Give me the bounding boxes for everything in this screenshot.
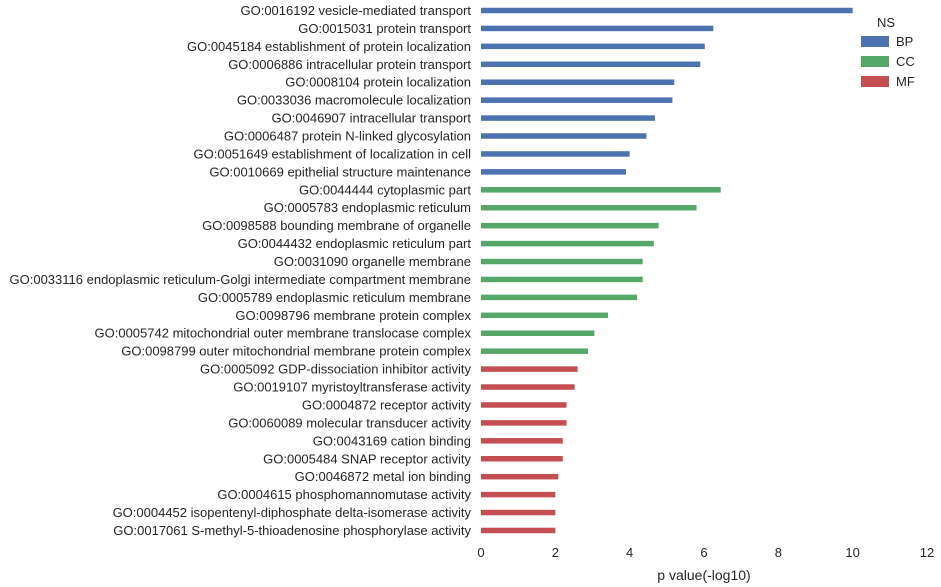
legend-label: MF — [896, 74, 915, 89]
category-label: GO:0033036 macromolecule localization — [237, 93, 471, 108]
bar — [481, 420, 567, 426]
category-label: GO:0098796 membrane protein complex — [235, 308, 471, 323]
category-label: GO:0004872 receptor activity — [302, 397, 472, 412]
category-label: GO:0005092 GDP-dissociation inhibitor ac… — [200, 362, 471, 377]
bar — [481, 527, 556, 534]
category-label: GO:0046907 intracellular transport — [272, 111, 472, 126]
bar — [481, 366, 578, 372]
category-label: GO:0098588 bounding membrane of organell… — [202, 218, 471, 233]
bar — [481, 61, 701, 68]
bar — [481, 276, 643, 283]
x-tick-label: 8 — [775, 545, 782, 560]
category-label: GO:0043169 cation binding — [313, 433, 471, 448]
legend-swatch — [861, 36, 889, 47]
bar — [481, 25, 714, 32]
category-label: GO:0098799 outer mitochondrial membrane … — [121, 344, 471, 359]
bar — [481, 97, 673, 103]
category-label: GO:0015031 protein transport — [298, 21, 471, 36]
bar — [481, 258, 643, 265]
category-label: GO:0004615 phosphomannomutase activity — [217, 487, 471, 502]
category-label: GO:0051649 establishment of localization… — [194, 146, 472, 161]
bar — [481, 294, 638, 301]
bar — [481, 491, 556, 498]
bar — [481, 43, 705, 50]
x-axis: 0 2 4 6 8 10 12 p value(-log10) — [477, 545, 934, 583]
category-label: GO:0005789 endoplasmic reticulum membran… — [198, 290, 471, 305]
legend: NS BP CC MF — [861, 15, 915, 89]
x-tick-label: 10 — [845, 545, 859, 560]
bar — [481, 79, 675, 85]
category-label: GO:0016192 vesicle-mediated transport — [240, 3, 471, 18]
bar — [481, 187, 721, 193]
bar — [481, 384, 575, 390]
category-label: GO:0005783 endoplasmic reticulum — [264, 200, 471, 215]
x-tick-label: 2 — [552, 545, 559, 560]
legend-label: CC — [896, 54, 915, 69]
bar — [481, 222, 659, 229]
legend-title: NS — [877, 15, 895, 30]
category-label: GO:0004452 isopentenyl-diphosphate delta… — [113, 505, 472, 520]
bar — [481, 473, 559, 480]
category-label: GO:0044444 cytoplasmic part — [299, 182, 471, 197]
bar — [481, 330, 595, 336]
category-label: GO:0044432 endoplasmic reticulum part — [238, 236, 472, 251]
x-tick-label: 6 — [700, 545, 707, 560]
x-tick-labels: 0 2 4 6 8 10 12 — [477, 545, 934, 560]
category-label: GO:0017061 S-methyl-5-thioadenosine phos… — [113, 523, 471, 538]
bar — [481, 115, 655, 121]
category-label: GO:0005484 SNAP receptor activity — [263, 451, 471, 466]
bar — [481, 240, 654, 247]
bar — [481, 402, 567, 408]
legend-items: BP CC MF — [861, 34, 915, 89]
x-tick-label: 12 — [920, 545, 934, 560]
bar — [481, 438, 563, 444]
bar — [481, 151, 630, 157]
bar — [481, 169, 626, 175]
category-label: GO:0060089 molecular transducer activity — [228, 415, 471, 430]
bar — [481, 133, 647, 139]
bars — [481, 7, 853, 534]
category-label: GO:0006886 intracellular protein transpo… — [228, 57, 471, 72]
bar — [481, 509, 556, 516]
category-label: GO:0019107 myristoyltransferase activity — [233, 380, 471, 395]
category-label: GO:0008104 protein localization — [285, 75, 471, 90]
category-label: GO:0010669 epithelial structure maintena… — [209, 164, 471, 179]
x-tick-label: 4 — [626, 545, 633, 560]
category-label: GO:0046872 metal ion binding — [295, 469, 471, 484]
bar — [481, 312, 609, 319]
x-axis-label: p value(-log10) — [657, 567, 750, 583]
category-label: GO:0031090 organelle membrane — [274, 254, 471, 269]
bar — [481, 7, 853, 14]
category-label: GO:0045184 establishment of protein loca… — [187, 39, 471, 54]
category-label: GO:0005742 mitochondrial outer membrane … — [95, 326, 472, 341]
bar — [481, 348, 589, 354]
category-labels: GO:0016192 vesicle-mediated transport GO:… — [10, 3, 472, 538]
bar — [481, 456, 563, 462]
legend-label: BP — [896, 34, 913, 49]
x-tick-label: 0 — [477, 545, 484, 560]
category-label: GO:0033116 endoplasmic reticulum-Golgi i… — [10, 272, 471, 287]
bar — [481, 204, 697, 211]
legend-swatch — [861, 56, 889, 67]
category-label: GO:0006487 protein N-linked glycosylatio… — [224, 129, 471, 144]
legend-swatch — [861, 76, 889, 87]
